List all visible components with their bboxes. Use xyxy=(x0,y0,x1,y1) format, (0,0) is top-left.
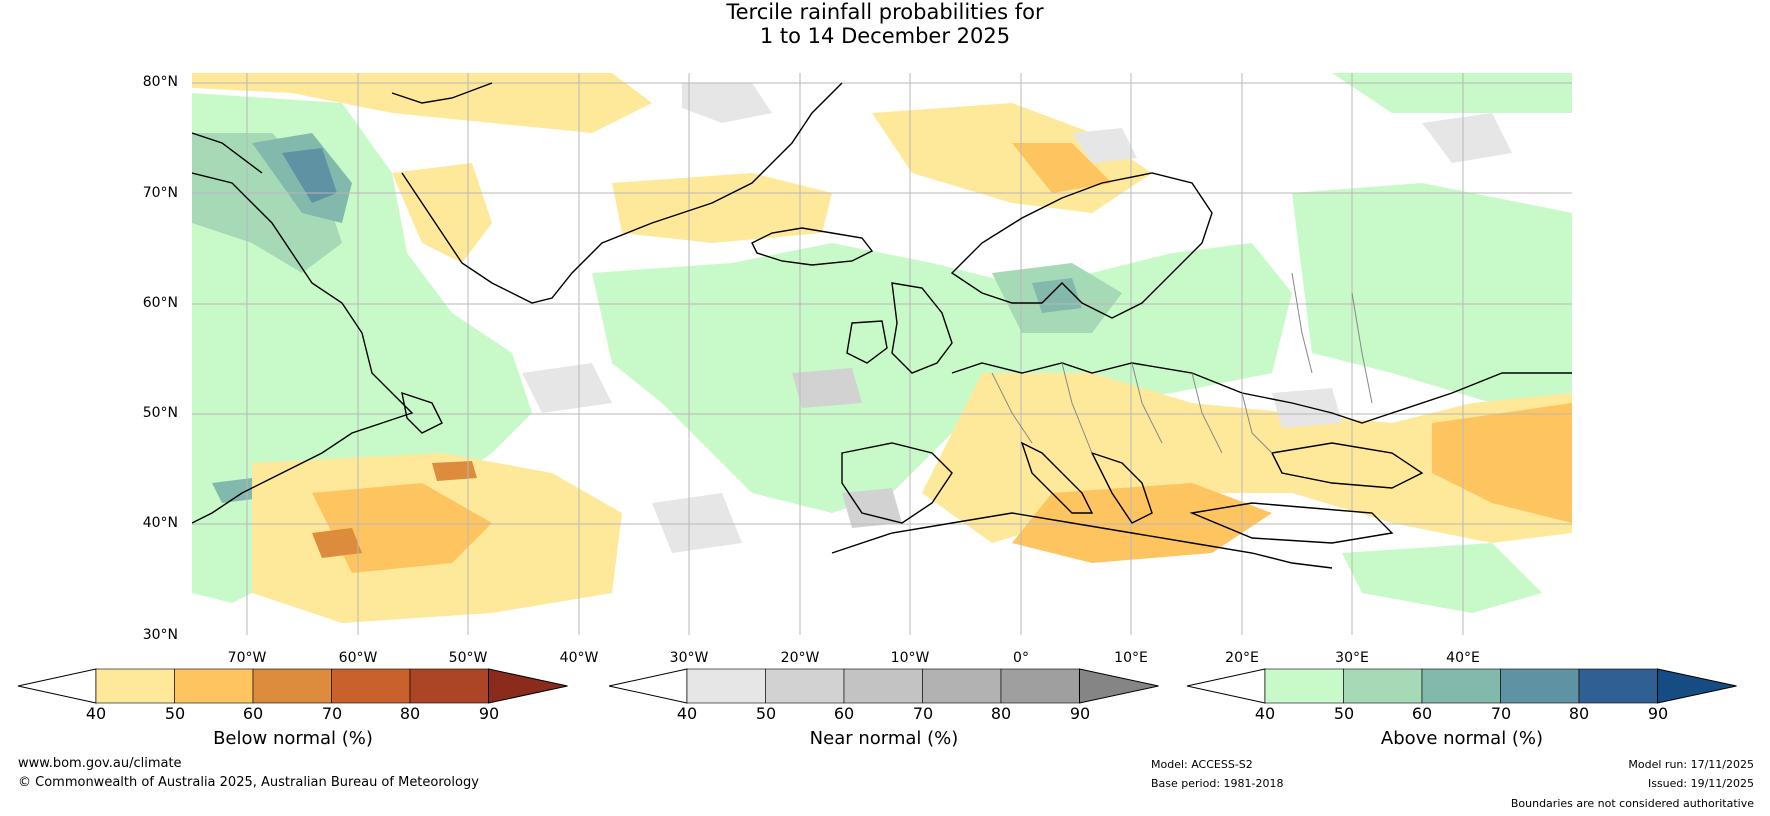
near-colorbar-right-extend xyxy=(1079,668,1159,704)
above-tick-80: 80 xyxy=(1568,704,1590,723)
map-title: Tercile rainfall probabilities for 1 to … xyxy=(0,0,1770,48)
above-tick-50: 50 xyxy=(1333,704,1355,723)
above-normal-colorbar xyxy=(1186,668,1737,704)
lon-label-0: 0° xyxy=(1013,650,1029,666)
turkey-coast xyxy=(1189,502,1394,544)
below-colorbar-left-extend xyxy=(17,668,97,704)
near-colorbar-segment xyxy=(686,668,766,704)
near-tick-90: 90 xyxy=(1069,704,1091,723)
below-tick-90: 90 xyxy=(478,704,500,723)
near-colorbar-segment xyxy=(843,668,923,704)
below-tick-80: 80 xyxy=(399,704,421,723)
lon-label-10w: 10°W xyxy=(890,650,930,666)
near-colorbar-segment xyxy=(1000,668,1080,704)
north-africa-coast xyxy=(831,512,1333,569)
copyright-text: © Commonwealth of Australia 2025, Austra… xyxy=(18,775,479,790)
near-tick-50: 50 xyxy=(755,704,777,723)
website-link[interactable]: www.bom.gov.au/climate xyxy=(18,756,182,771)
graticule xyxy=(192,73,1572,635)
below-colorbar-segment xyxy=(174,668,254,704)
near-tick-60: 60 xyxy=(833,704,855,723)
model-run-text: Model run: 17/11/2025 xyxy=(1628,758,1754,771)
below-tick-70: 70 xyxy=(321,704,343,723)
below-colorbar-segment xyxy=(252,668,332,704)
above-colorbar-segment xyxy=(1264,668,1344,704)
lon-label-10e: 10°E xyxy=(1114,650,1148,666)
lon-label-20w: 20°W xyxy=(780,650,820,666)
issued-text: Issued: 19/11/2025 xyxy=(1647,777,1754,790)
above-tick-40: 40 xyxy=(1254,704,1276,723)
coastlines xyxy=(192,82,1572,569)
above-normal-core xyxy=(192,133,1122,503)
near-normal-label: Near normal (%) xyxy=(809,728,959,749)
above-colorbar-segment xyxy=(1578,668,1658,704)
title-line-1: Tercile rainfall probabilities for xyxy=(726,0,1044,24)
lat-label-70n: 70°N xyxy=(142,185,178,201)
title-line-2: 1 to 14 December 2025 xyxy=(759,24,1011,48)
lon-label-70w: 70°W xyxy=(227,650,267,666)
lat-label-80n: 80°N xyxy=(142,74,178,90)
below-normal-label: Below normal (%) xyxy=(213,728,373,749)
above-normal-label: Above normal (%) xyxy=(1380,728,1544,749)
below-tick-50: 50 xyxy=(164,704,186,723)
above-colorbar-segment xyxy=(1421,668,1501,704)
lon-label-30w: 30°W xyxy=(669,650,709,666)
above-tick-90: 90 xyxy=(1647,704,1669,723)
italy-coast xyxy=(1020,441,1094,514)
below-tick-40: 40 xyxy=(85,704,107,723)
black-sea-coast xyxy=(1270,442,1424,489)
greenland-coast xyxy=(401,82,843,304)
near-tick-40: 40 xyxy=(676,704,698,723)
below-colorbar-segment xyxy=(331,668,411,704)
above-colorbar-segment xyxy=(1343,668,1423,704)
lat-label-30n: 30°N xyxy=(142,627,178,643)
canada-coast xyxy=(192,172,414,524)
base-period-text: Base period: 1981-2018 xyxy=(1151,777,1284,790)
near-normal-regions xyxy=(522,83,1512,553)
uk-coast xyxy=(891,282,953,374)
iberia-coast xyxy=(841,442,953,524)
model-text: Model: ACCESS-S2 xyxy=(1151,758,1253,771)
below-colorbar-segment xyxy=(95,668,175,704)
lon-label-40e: 40°E xyxy=(1446,650,1480,666)
below-normal-colorbar xyxy=(17,668,568,704)
lat-label-60n: 60°N xyxy=(142,295,178,311)
above-tick-70: 70 xyxy=(1490,704,1512,723)
below-colorbar-right-extend xyxy=(488,668,568,704)
lon-label-20e: 20°E xyxy=(1225,650,1259,666)
above-colorbar-segment xyxy=(1500,668,1580,704)
balkans-coast xyxy=(1090,451,1153,524)
near-normal-colorbar xyxy=(608,668,1159,704)
ireland-coast xyxy=(846,320,888,364)
above-colorbar-right-extend xyxy=(1657,668,1737,704)
above-tick-60: 60 xyxy=(1411,704,1433,723)
above-colorbar-left-extend xyxy=(1186,668,1266,704)
scandinavia-coast xyxy=(950,172,1213,319)
rainfall-probability-map xyxy=(192,73,1572,635)
lon-label-50w: 50°W xyxy=(448,650,488,666)
lon-label-40w: 40°W xyxy=(559,650,599,666)
lat-label-40n: 40°N xyxy=(142,515,178,531)
below-normal-regions xyxy=(192,73,1572,623)
near-tick-70: 70 xyxy=(912,704,934,723)
iceland-coast xyxy=(751,227,874,266)
lon-label-60w: 60°W xyxy=(338,650,378,666)
near-tick-80: 80 xyxy=(990,704,1012,723)
country-borders xyxy=(991,272,1373,454)
lat-label-50n: 50°N xyxy=(142,405,178,421)
below-tick-60: 60 xyxy=(242,704,264,723)
below-colorbar-segment xyxy=(409,668,489,704)
near-colorbar-segment xyxy=(765,668,845,704)
lon-label-30e: 30°E xyxy=(1335,650,1369,666)
above-normal-regions xyxy=(192,73,1572,613)
near-colorbar-segment xyxy=(922,668,1002,704)
near-colorbar-left-extend xyxy=(608,668,688,704)
disclaimer-text: Boundaries are not considered authoritat… xyxy=(1510,797,1754,810)
